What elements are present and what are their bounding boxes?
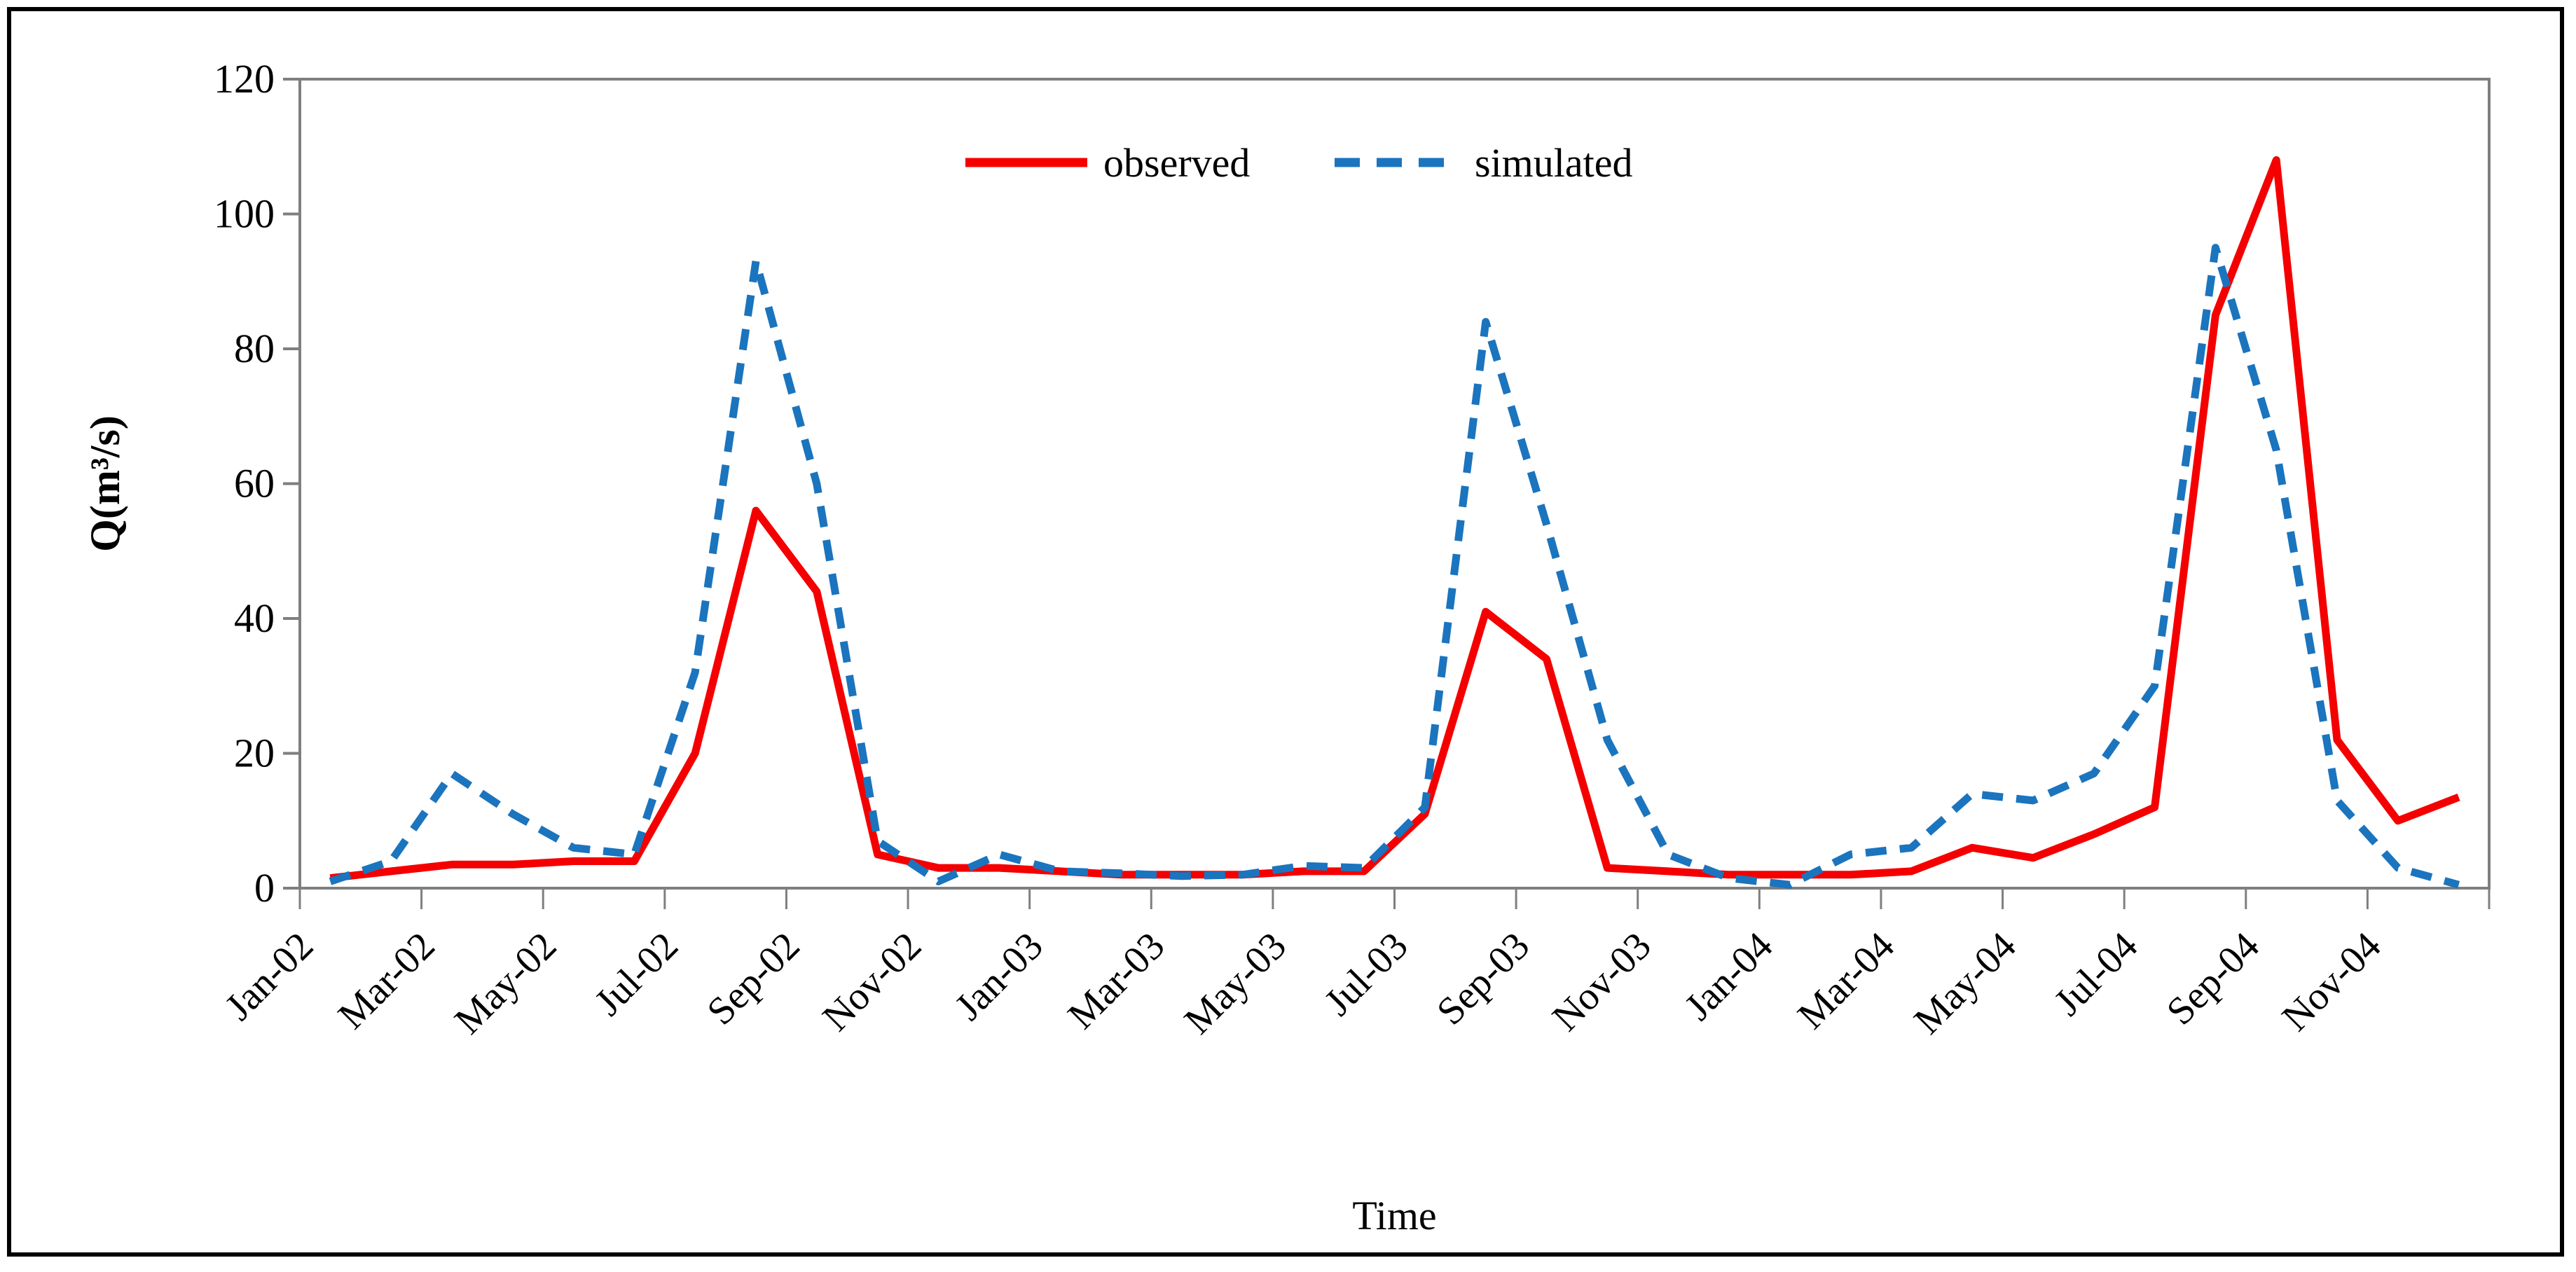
x-tick-label: Jul-02 xyxy=(586,924,687,1024)
x-tick-label: Jan-03 xyxy=(946,924,1051,1028)
x-tick-label: Jul-03 xyxy=(1316,924,1417,1024)
y-axis: 0 20 40 60 80 100 120 xyxy=(214,56,300,911)
y-axis-title: Q(m³/s) xyxy=(82,415,128,552)
legend-observed-label: observed xyxy=(1103,140,1250,186)
x-tick-label: May-03 xyxy=(1176,924,1295,1042)
x-axis-title: Time xyxy=(1352,1193,1436,1238)
x-tick-label: Sep-02 xyxy=(699,924,808,1033)
x-tick-label: Mar-04 xyxy=(1789,924,1903,1037)
x-tick-label: May-02 xyxy=(446,924,565,1042)
y-tick-label: 0 xyxy=(254,865,275,911)
x-tick-label: Jan-04 xyxy=(1676,924,1781,1028)
y-tick-label: 20 xyxy=(234,731,275,776)
x-tick-label: Nov-04 xyxy=(2274,924,2390,1039)
y-tick-label: 80 xyxy=(234,326,275,371)
y-tick-label: 120 xyxy=(214,56,275,102)
simulated-line xyxy=(329,244,2460,889)
x-tick-label: Sep-03 xyxy=(1428,924,1538,1033)
x-tick-label: Nov-02 xyxy=(814,924,930,1039)
figure-border xyxy=(7,7,2564,1257)
x-tick-label: May-04 xyxy=(1906,924,2025,1042)
x-tick-label: Mar-03 xyxy=(1060,924,1173,1037)
observed-line xyxy=(329,156,2460,883)
y-tick-label: 60 xyxy=(234,461,275,506)
y-tick-label: 40 xyxy=(234,595,275,641)
x-tick-label: Jul-04 xyxy=(2046,924,2147,1024)
legend: observed simulated xyxy=(965,140,1633,186)
y-tick-label: 100 xyxy=(214,191,275,237)
x-tick-label: Nov-03 xyxy=(1544,924,1660,1039)
legend-simulated-label: simulated xyxy=(1475,140,1633,186)
x-axis: Jan-02 Mar-02 May-02 Jul-02 Sep-02 Nov-02 Jan-… xyxy=(217,888,2491,1043)
x-tick-label: Jan-02 xyxy=(217,924,322,1028)
x-tick-label: Sep-04 xyxy=(2158,924,2268,1033)
x-tick-label: Mar-02 xyxy=(330,924,443,1037)
